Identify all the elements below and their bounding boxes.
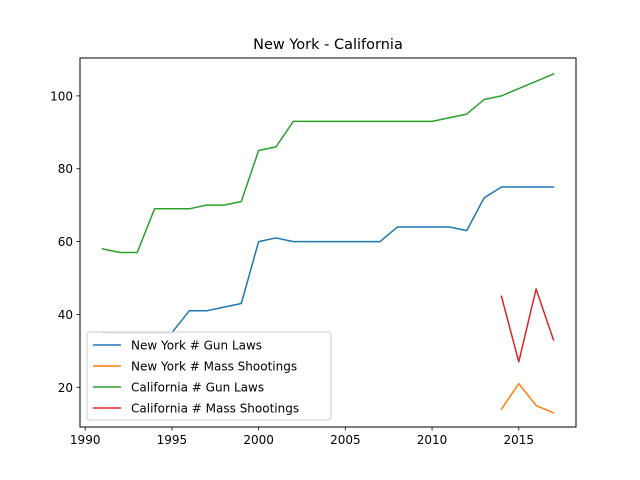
y-tick-label: 80 bbox=[58, 162, 73, 176]
x-axis: 1990 1995 2000 2005 2010 2015 bbox=[70, 427, 534, 447]
x-tick-label: 2015 bbox=[503, 433, 534, 447]
x-tick-label: 2000 bbox=[243, 433, 274, 447]
series-line-california-mass-shootings bbox=[500, 288, 555, 363]
legend-label-california-gun-laws: California # Gun Laws bbox=[131, 381, 264, 395]
plot-lines bbox=[101, 73, 555, 414]
legend-label-new-york-mass-shootings: New York # Mass Shootings bbox=[131, 360, 297, 374]
y-tick-label: 40 bbox=[58, 308, 73, 322]
x-tick-label: 1995 bbox=[157, 433, 188, 447]
y-tick-label: 100 bbox=[50, 89, 73, 103]
series-line-california-gun-laws bbox=[101, 73, 555, 254]
legend: New York # Gun Laws New York # Mass Shoot… bbox=[86, 331, 332, 421]
legend-label-california-mass-shootings: California # Mass Shootings bbox=[131, 402, 299, 416]
y-axis: 20 40 60 80 100 bbox=[50, 89, 80, 395]
legend-box bbox=[86, 331, 332, 421]
x-tick-label: 2005 bbox=[330, 433, 361, 447]
chart-title: New York - California bbox=[253, 37, 403, 53]
plot-frame bbox=[79, 57, 577, 428]
series-line-new-york-gun-laws bbox=[101, 186, 555, 334]
y-tick-label: 20 bbox=[58, 381, 73, 395]
series-line-new-york-mass-shootings bbox=[500, 382, 555, 414]
x-tick-label: 2010 bbox=[417, 433, 448, 447]
legend-label-new-york-gun-laws: New York # Gun Laws bbox=[131, 339, 262, 353]
y-tick-label: 60 bbox=[58, 235, 73, 249]
x-tick-label: 1990 bbox=[70, 433, 101, 447]
